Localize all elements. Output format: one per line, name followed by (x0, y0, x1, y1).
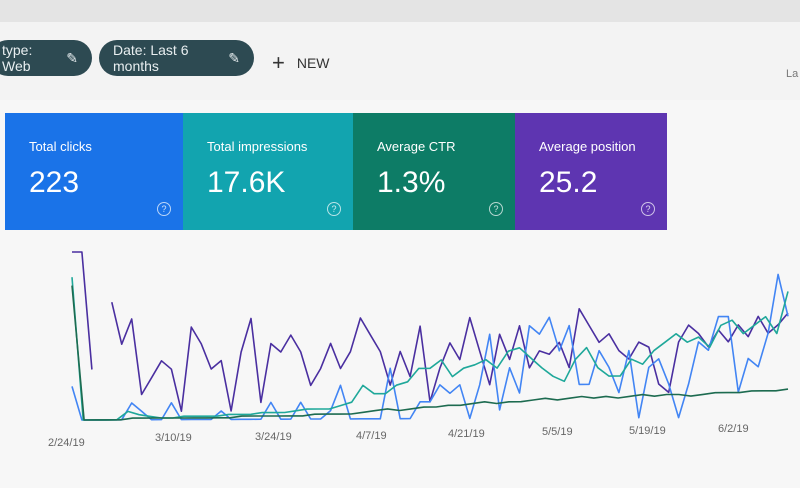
browser-top-strip (0, 0, 800, 22)
metric-value: 17.6K (207, 166, 286, 199)
metric-card-impressions[interactable]: Total impressions 17.6K? (183, 113, 353, 230)
metric-label: Total impressions (207, 139, 308, 154)
filter-label: Date: Last 6 months (113, 42, 189, 74)
x-tick-label: 4/21/19 (448, 428, 485, 440)
x-tick-label: 4/7/19 (356, 430, 387, 442)
x-tick-label: 5/19/19 (629, 425, 666, 437)
series-line-1 (71, 273, 789, 421)
filter-label: type: Web (2, 42, 33, 74)
x-tick-label: 5/5/19 (542, 426, 573, 438)
pencil-icon[interactable]: ✎ (66, 49, 78, 66)
new-filter-button[interactable]: + NEW (272, 50, 330, 76)
metric-value: 223 (29, 166, 80, 199)
metric-card-position[interactable]: Average position 25.2? (515, 113, 667, 230)
filter-chip-type[interactable]: type: Web ✎ (0, 40, 92, 76)
series-line-3 (71, 285, 789, 421)
metric-value: 1.3% (377, 166, 446, 199)
pencil-icon[interactable]: ✎ (228, 49, 240, 66)
filter-chip-date[interactable]: Date: Last 6 months ✎ (99, 40, 254, 76)
x-tick-label: 3/24/19 (255, 431, 292, 443)
help-icon[interactable]: ? (327, 202, 341, 216)
series-line-2 (71, 277, 789, 421)
series-line-0 (72, 251, 789, 412)
metric-label: Average CTR (377, 139, 456, 154)
new-label: NEW (296, 55, 330, 71)
help-icon[interactable]: ? (157, 202, 171, 216)
help-icon[interactable]: ? (641, 202, 655, 216)
plus-icon: + (272, 50, 285, 75)
metric-label: Average position (539, 139, 636, 154)
metric-card-ctr[interactable]: Average CTR 1.3%? (353, 113, 515, 230)
x-tick-label: 6/2/19 (718, 423, 749, 435)
truncated-label: La (786, 68, 799, 80)
metric-card-clicks[interactable]: Total clicks 223? (5, 113, 183, 230)
metric-value: 25.2 (539, 166, 598, 199)
x-tick-label: 2/24/19 (48, 437, 85, 449)
metric-label: Total clicks (29, 139, 92, 154)
x-tick-label: 3/10/19 (155, 432, 192, 444)
help-icon[interactable]: ? (489, 202, 503, 216)
